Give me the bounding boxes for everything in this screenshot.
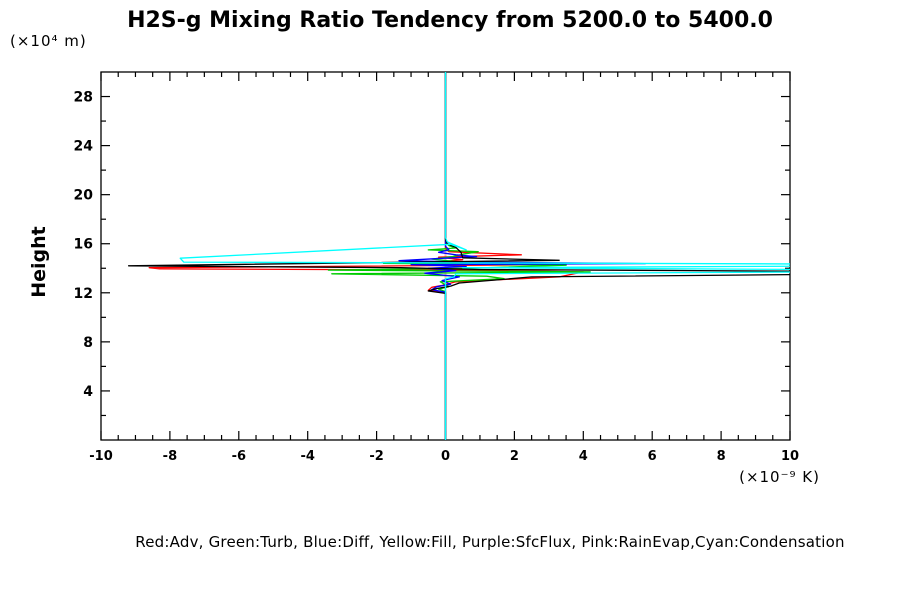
- series-green: [327, 72, 591, 440]
- svg-text:-4: -4: [300, 449, 314, 464]
- chart-title: H2S-g Mixing Ratio Tendency from 5200.0 …: [127, 8, 773, 33]
- svg-text:0: 0: [441, 449, 450, 464]
- svg-text:12: 12: [74, 286, 93, 302]
- series-red: [148, 72, 584, 440]
- svg-text:-2: -2: [369, 449, 383, 464]
- svg-text:28: 28: [74, 90, 93, 106]
- y-axis-unit-label: (×10⁴ m): [10, 32, 87, 50]
- x-tick-labels: -10 -8 -6 -4 -2 0 2 4 6 8 10: [89, 449, 799, 464]
- svg-text:2: 2: [510, 449, 519, 464]
- svg-text:8: 8: [83, 335, 93, 351]
- svg-text:8: 8: [717, 449, 726, 464]
- series-cyan: [179, 72, 790, 440]
- x-axis-unit-label: (×10⁻⁹ K): [739, 468, 820, 486]
- svg-text:24: 24: [74, 139, 94, 155]
- svg-text:6: 6: [648, 449, 657, 464]
- y-tick-labels: 4 8 12 16 20 24 28: [74, 90, 94, 400]
- svg-text:4: 4: [83, 384, 93, 400]
- legend-caption: Red:Adv, Green:Turb, Blue:Diff, Yellow:F…: [135, 533, 845, 551]
- series-group: [127, 72, 790, 440]
- svg-text:-6: -6: [232, 449, 246, 464]
- axis-ticks: [100, 72, 791, 440]
- series-blue: [398, 72, 646, 440]
- svg-text:-8: -8: [163, 449, 177, 464]
- svg-text:16: 16: [74, 237, 93, 253]
- svg-text:-10: -10: [89, 449, 113, 464]
- svg-text:10: 10: [781, 449, 799, 464]
- series-black: [127, 72, 790, 440]
- svg-text:4: 4: [579, 449, 588, 464]
- svg-text:20: 20: [74, 188, 94, 204]
